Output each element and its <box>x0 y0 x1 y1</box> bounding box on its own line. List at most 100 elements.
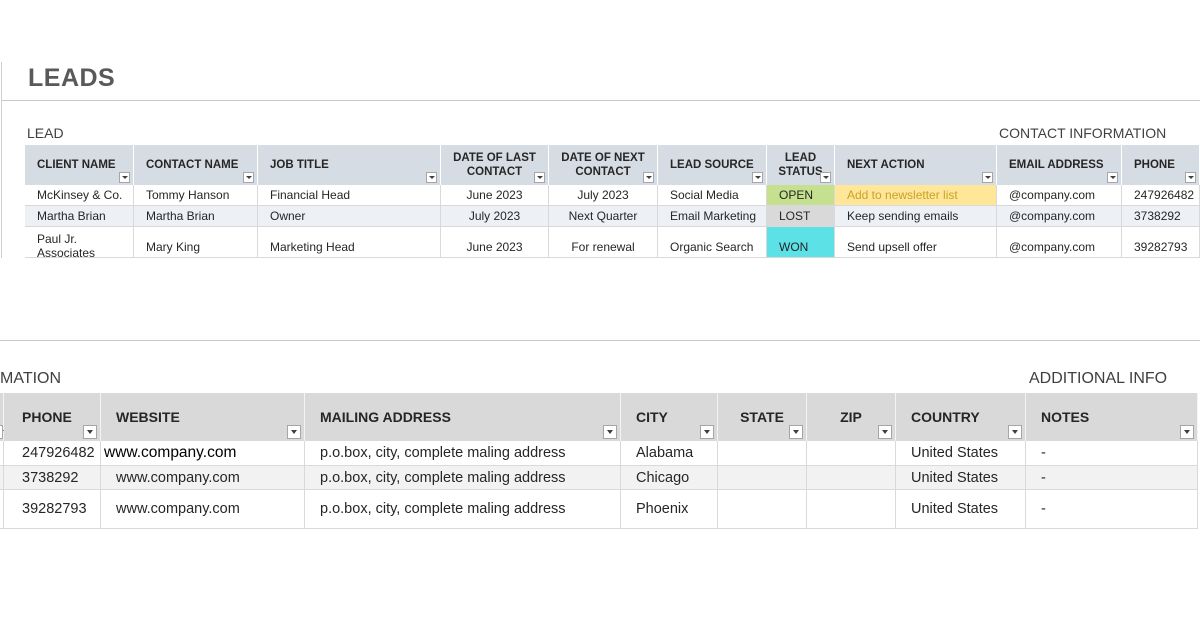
table-cell[interactable]: - <box>1026 490 1198 529</box>
column-header-lead-source: LEAD SOURCE <box>658 145 767 185</box>
table-cell[interactable]: Marketing Head <box>258 227 441 258</box>
table-cell[interactable]: www.company.com <box>101 466 305 490</box>
column-header-job-title: JOB TITLE <box>258 145 441 185</box>
table-cell[interactable]: June 2023 <box>441 185 549 206</box>
lead-status-cell[interactable]: WON <box>767 227 835 258</box>
column-header-label: COUNTRY <box>911 409 980 425</box>
filter-dropdown-icon[interactable] <box>243 172 254 183</box>
table-cell[interactable]: Martha Brian <box>25 206 134 227</box>
table-cell[interactable]: @company.com <box>997 185 1122 206</box>
table-cell[interactable]: p.o.box, city, complete maling address <box>305 490 621 529</box>
table-cell[interactable]: www.company.com <box>101 490 305 529</box>
table-cell[interactable]: Paul Jr. Associates <box>25 227 134 258</box>
filter-dropdown-icon[interactable] <box>534 172 545 183</box>
table-cell[interactable]: Martha Brian <box>134 206 258 227</box>
column-header-date-of-next-contact: DATE OF NEXT CONTACT <box>549 145 658 185</box>
table-cell[interactable]: McKinsey & Co. <box>25 185 134 206</box>
table-cell[interactable]: - <box>1026 466 1198 490</box>
next-action-cell[interactable]: Add to newsletter list <box>835 185 997 206</box>
table-cell-partial <box>0 466 4 490</box>
table-cell[interactable]: @company.com <box>997 227 1122 258</box>
table-cell[interactable]: Financial Head <box>258 185 441 206</box>
column-header-label: CONTACT NAME <box>146 159 239 171</box>
filter-dropdown-icon[interactable] <box>119 172 130 183</box>
table-cell[interactable]: 247926482 <box>1122 185 1200 206</box>
column-header-label: LEAD SOURCE <box>670 159 754 171</box>
column-header-phone: PHONE <box>1122 145 1200 185</box>
table-cell[interactable]: July 2023 <box>549 185 658 206</box>
table-cell[interactable] <box>807 441 896 466</box>
filter-dropdown-icon[interactable] <box>426 172 437 183</box>
next-action-cell[interactable]: Keep sending emails <box>835 206 997 227</box>
lead-status-cell[interactable]: LOST <box>767 206 835 227</box>
table-cell[interactable]: Chicago <box>621 466 718 490</box>
column-header-label: DATE OF NEXT CONTACT <box>561 152 645 178</box>
table-cell[interactable]: United States <box>896 441 1026 466</box>
table-cell[interactable] <box>718 466 807 490</box>
table-cell[interactable]: Alabama <box>621 441 718 466</box>
table-cell[interactable]: p.o.box, city, complete maling address <box>305 441 621 466</box>
table-cell[interactable]: Mary King <box>134 227 258 258</box>
contact-info-section-label: MATION <box>0 370 62 387</box>
column-header-label: STATE <box>740 409 784 425</box>
filter-dropdown-icon[interactable] <box>789 425 803 439</box>
title-underline <box>2 100 1200 101</box>
column-header-mailing-address: MAILING ADDRESS <box>305 393 621 441</box>
table-cell[interactable]: 39282793 <box>1122 227 1200 258</box>
table-cell[interactable]: United States <box>896 466 1026 490</box>
additional-info-section-label: ADDITIONAL INFO <box>1029 370 1168 387</box>
filter-dropdown-icon[interactable] <box>1107 172 1118 183</box>
column-header-label: DATE OF LAST CONTACT <box>453 152 536 178</box>
lead-status-cell[interactable]: OPEN <box>767 185 835 206</box>
table-cell[interactable]: Phoenix <box>621 490 718 529</box>
table-cell[interactable]: June 2023 <box>441 227 549 258</box>
table-cell[interactable] <box>807 490 896 529</box>
table-cell[interactable]: For renewal <box>549 227 658 258</box>
table-cell[interactable]: Email Marketing <box>658 206 767 227</box>
column-header-label: NOTES <box>1041 409 1090 425</box>
page-title: LEADS <box>28 64 116 92</box>
filter-dropdown-icon[interactable] <box>752 172 763 183</box>
table-cell[interactable]: @company.com <box>997 206 1122 227</box>
contact-section-label: CONTACT INFORMATION <box>999 125 1167 141</box>
table-cell[interactable]: www.company.com <box>101 441 305 466</box>
filter-dropdown-icon[interactable] <box>643 172 654 183</box>
filter-dropdown-icon[interactable] <box>603 425 617 439</box>
table-cell[interactable] <box>718 490 807 529</box>
table-cell[interactable]: 39282793 <box>4 490 101 529</box>
table-cell[interactable]: July 2023 <box>441 206 549 227</box>
column-header-contact-name: CONTACT NAME <box>134 145 258 185</box>
table-cell[interactable]: - <box>1026 441 1198 466</box>
next-action-cell[interactable]: Send upsell offer <box>835 227 997 258</box>
table-cell[interactable]: 247926482 <box>4 441 101 466</box>
column-header-next-action: NEXT ACTION <box>835 145 997 185</box>
column-header-label: ZIP <box>840 409 862 425</box>
filter-dropdown-icon[interactable] <box>287 425 301 439</box>
filter-dropdown-icon[interactable] <box>1185 172 1196 183</box>
filter-dropdown-icon[interactable] <box>83 425 97 439</box>
table-cell[interactable]: Organic Search <box>658 227 767 258</box>
filter-dropdown-icon[interactable] <box>1180 425 1194 439</box>
table-cell[interactable]: Owner <box>258 206 441 227</box>
table-cell[interactable] <box>718 441 807 466</box>
table-cell[interactable]: Tommy Hanson <box>134 185 258 206</box>
sheet-divider <box>0 340 1200 341</box>
filter-dropdown-icon[interactable] <box>820 172 831 183</box>
filter-dropdown-icon[interactable] <box>700 425 714 439</box>
table-cell[interactable]: 3738292 <box>1122 206 1200 227</box>
table-cell[interactable]: 3738292 <box>4 466 101 490</box>
column-header-notes: NOTES <box>1026 393 1198 441</box>
table-cell[interactable]: Next Quarter <box>549 206 658 227</box>
table-cell[interactable]: United States <box>896 490 1026 529</box>
table-cell-partial <box>0 441 4 466</box>
table-cell[interactable]: Social Media <box>658 185 767 206</box>
filter-dropdown-icon[interactable] <box>1008 425 1022 439</box>
column-header-lead-status: LEAD STATUS <box>767 145 835 185</box>
table-cell[interactable] <box>807 466 896 490</box>
filter-dropdown-icon[interactable] <box>982 172 993 183</box>
column-header-label: PHONE <box>1134 159 1175 171</box>
table-cell[interactable]: p.o.box, city, complete maling address <box>305 466 621 490</box>
filter-dropdown-icon[interactable] <box>878 425 892 439</box>
filter-dropdown-icon[interactable] <box>0 425 9 439</box>
column-header-phone: PHONE <box>4 393 101 441</box>
